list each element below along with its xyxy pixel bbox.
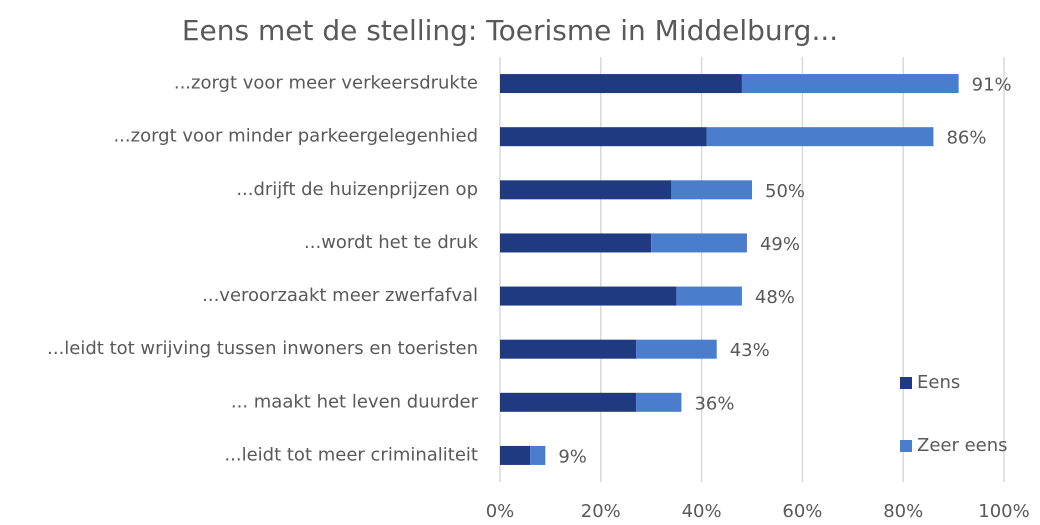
chart-title: Eens met de stelling: Toerisme in Middel… [182,14,838,47]
x-tick-label: 40% [682,501,722,522]
x-tick-label: 80% [883,501,923,522]
y-tick-label: ...wordt het te druk [304,232,479,253]
bar [500,233,652,253]
bar [500,445,531,465]
x-tick-label: 0% [486,501,515,522]
y-tick-label: ...zorgt voor meer verkeersdrukte [174,73,478,94]
y-tick-label: ...leidt tot wrijving tussen inwoners en… [47,338,478,359]
x-tick-label: 100% [978,501,1029,522]
bar [676,286,742,306]
bar [636,339,717,359]
bar [500,286,677,306]
bar [651,233,747,253]
y-tick-label: ...zorgt voor minder parkeergelegenhied [113,126,478,147]
bar [706,127,934,147]
total-label: 91% [972,75,1012,96]
legend-label: Zeer eens [917,435,1008,456]
x-tick-label: 20% [581,501,621,522]
total-label: 9% [558,446,587,467]
y-tick-label: ...veroorzaakt meer zwerfafval [202,285,478,306]
y-tick-label: ... maakt het leven duurder [231,391,479,412]
bar [741,74,959,94]
legend-swatch [900,440,912,452]
total-label: 86% [946,128,986,149]
x-tick-label: 60% [782,501,822,522]
bar [500,74,742,94]
bar [636,392,682,412]
bar [500,127,707,147]
total-label: 48% [755,287,795,308]
bar [500,180,672,200]
y-tick-label: ...drijft de huizenprijzen op [236,179,478,200]
bar [530,445,546,465]
total-label: 36% [694,393,734,414]
total-label: 49% [760,234,800,255]
legend-swatch [900,377,912,389]
total-label: 50% [765,181,805,202]
legend-label: Eens [917,372,960,393]
bar [500,339,637,359]
y-tick-label: ...leidt tot meer criminaliteit [224,444,478,465]
bar [671,180,752,200]
bar [500,392,637,412]
total-label: 43% [730,340,770,361]
